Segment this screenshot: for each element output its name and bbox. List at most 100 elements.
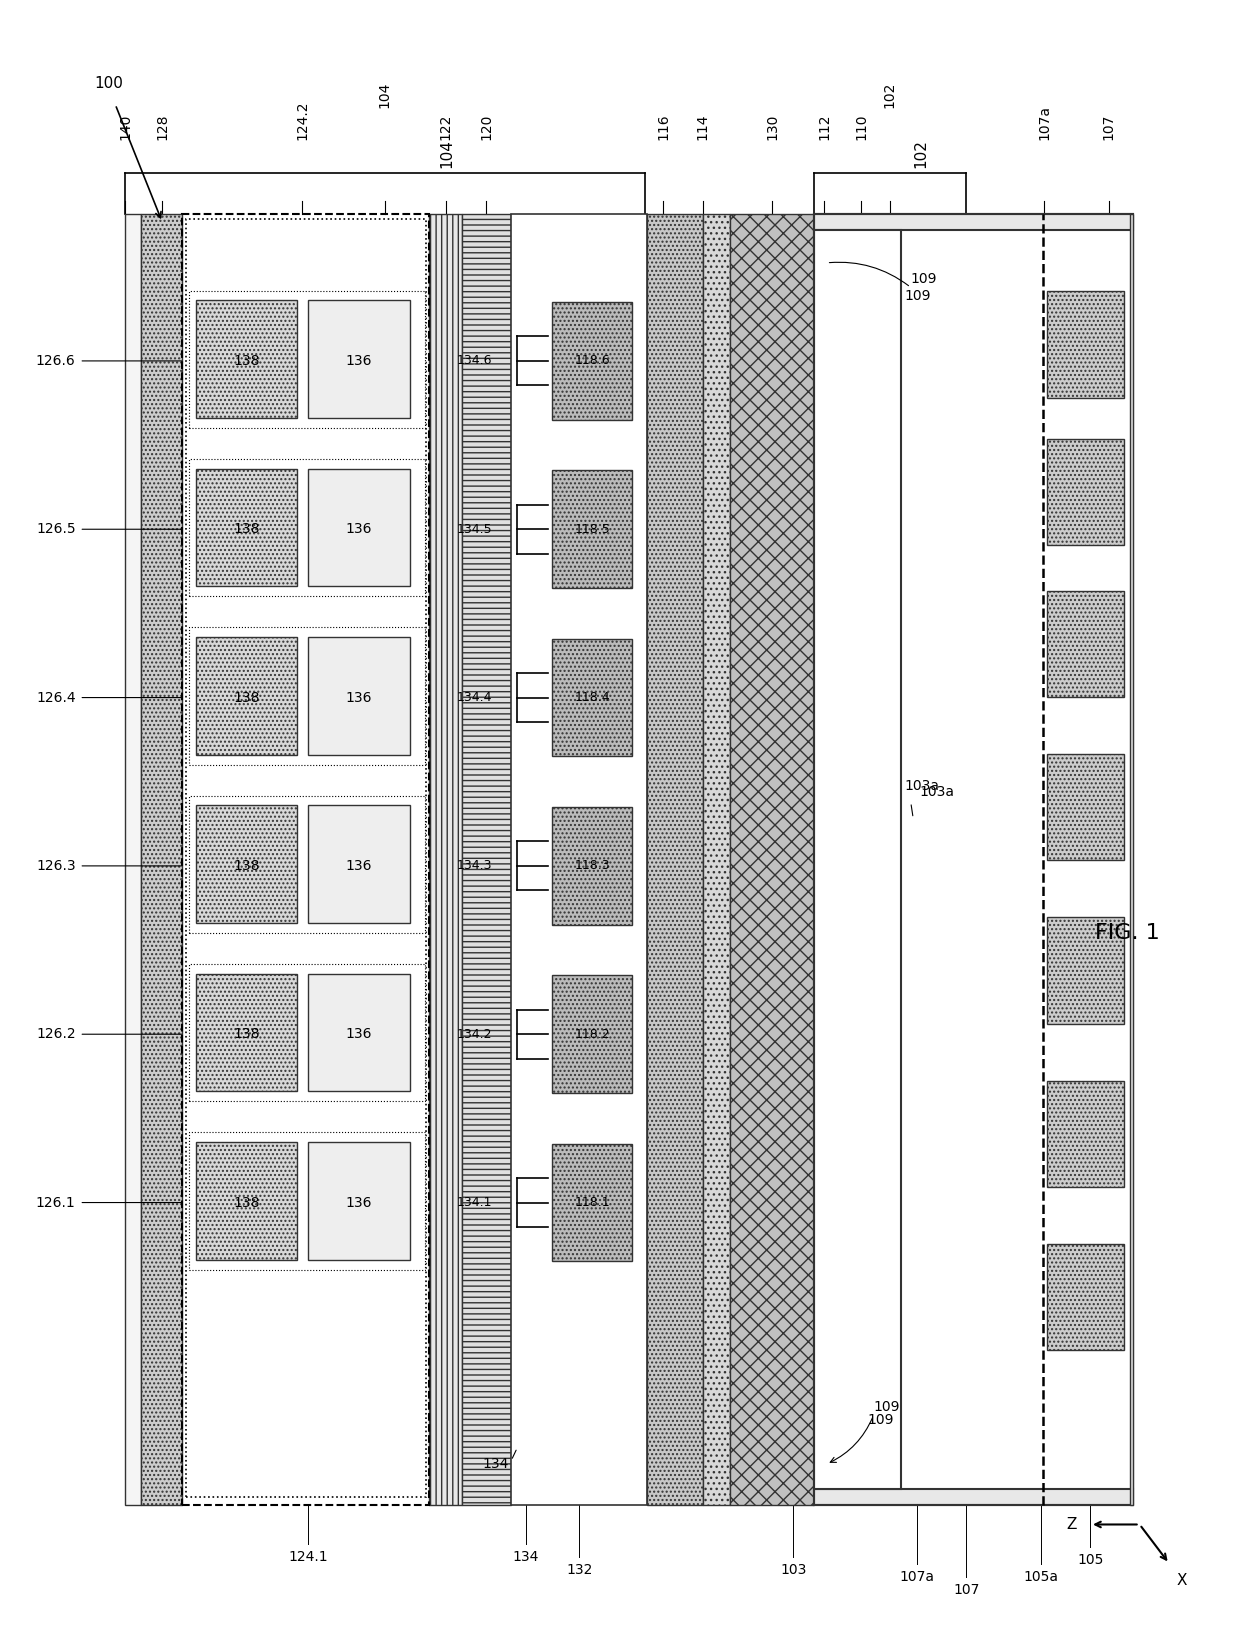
Bar bbox=[196, 1143, 298, 1260]
Bar bbox=[309, 974, 409, 1092]
Text: 132: 132 bbox=[565, 1563, 593, 1576]
Bar bbox=[125, 214, 141, 1504]
Text: 118.1: 118.1 bbox=[574, 1197, 610, 1210]
Text: 100: 100 bbox=[94, 75, 123, 90]
Text: 126.4: 126.4 bbox=[36, 691, 76, 704]
Bar bbox=[429, 214, 461, 1504]
Text: 107a: 107a bbox=[1038, 105, 1052, 141]
Text: 138: 138 bbox=[233, 522, 259, 537]
Text: 122: 122 bbox=[439, 115, 453, 141]
Bar bbox=[1047, 591, 1123, 697]
Bar bbox=[552, 303, 632, 419]
Bar bbox=[190, 964, 424, 1102]
Text: 138: 138 bbox=[233, 691, 259, 704]
Text: 134: 134 bbox=[513, 1550, 539, 1565]
Text: X: X bbox=[1177, 1573, 1187, 1588]
Text: 140: 140 bbox=[118, 115, 133, 141]
Text: 107a: 107a bbox=[899, 1570, 935, 1583]
Text: 109: 109 bbox=[874, 1400, 900, 1414]
Text: 136: 136 bbox=[346, 354, 372, 368]
Bar bbox=[511, 214, 647, 1504]
Text: 134.5: 134.5 bbox=[458, 522, 492, 535]
Text: 136: 136 bbox=[346, 522, 372, 537]
Text: 128: 128 bbox=[155, 115, 169, 141]
Text: 118.2: 118.2 bbox=[574, 1028, 610, 1041]
Text: 107: 107 bbox=[1101, 115, 1116, 141]
Text: 107: 107 bbox=[954, 1583, 980, 1596]
Bar bbox=[309, 637, 409, 755]
Bar bbox=[1047, 1244, 1123, 1351]
Text: 104: 104 bbox=[378, 82, 392, 108]
Text: 134.3: 134.3 bbox=[458, 859, 492, 873]
Text: 126.1: 126.1 bbox=[36, 1195, 76, 1210]
Bar bbox=[190, 627, 424, 764]
Text: 118.5: 118.5 bbox=[574, 522, 610, 535]
Text: Z: Z bbox=[1066, 1517, 1076, 1532]
Bar bbox=[461, 214, 511, 1504]
Bar bbox=[309, 468, 409, 586]
Bar bbox=[1130, 214, 1133, 1504]
Bar bbox=[1047, 291, 1123, 398]
Bar bbox=[815, 214, 1133, 1504]
Text: 104: 104 bbox=[439, 139, 454, 169]
Text: 109: 109 bbox=[868, 1413, 894, 1427]
Bar bbox=[190, 458, 424, 596]
Text: 112: 112 bbox=[817, 115, 831, 141]
Bar bbox=[186, 219, 425, 1496]
Text: 118.6: 118.6 bbox=[574, 355, 610, 367]
Text: 110: 110 bbox=[854, 115, 868, 141]
Text: 134.2: 134.2 bbox=[458, 1028, 492, 1041]
Text: 105: 105 bbox=[1078, 1554, 1104, 1568]
Text: 126.5: 126.5 bbox=[36, 522, 76, 537]
Text: 126.2: 126.2 bbox=[36, 1026, 76, 1041]
Bar bbox=[703, 214, 730, 1504]
Bar bbox=[190, 291, 424, 427]
Bar bbox=[1047, 755, 1123, 859]
Bar bbox=[309, 805, 409, 923]
Bar bbox=[190, 796, 424, 933]
Text: 114: 114 bbox=[696, 115, 709, 141]
Text: 124.2: 124.2 bbox=[295, 101, 309, 141]
Text: 136: 136 bbox=[346, 1195, 372, 1210]
Bar bbox=[730, 214, 815, 1504]
Text: 109: 109 bbox=[910, 272, 937, 286]
Bar bbox=[552, 976, 632, 1094]
Text: 118.3: 118.3 bbox=[574, 859, 610, 873]
Bar bbox=[309, 1143, 409, 1260]
Text: 130: 130 bbox=[765, 115, 779, 141]
Bar bbox=[552, 1144, 632, 1262]
Text: 138: 138 bbox=[233, 859, 259, 873]
Text: 138: 138 bbox=[233, 354, 259, 368]
Text: 138: 138 bbox=[233, 1026, 259, 1041]
Bar bbox=[196, 974, 298, 1092]
Text: 126.3: 126.3 bbox=[36, 859, 76, 873]
Bar bbox=[1047, 917, 1123, 1023]
Text: 118.4: 118.4 bbox=[574, 691, 610, 704]
Text: 136: 136 bbox=[346, 691, 372, 704]
Text: 134.6: 134.6 bbox=[458, 355, 492, 367]
Bar bbox=[196, 301, 298, 417]
Bar bbox=[196, 805, 298, 923]
Text: 103a: 103a bbox=[919, 786, 955, 799]
Bar bbox=[815, 231, 900, 1488]
Text: 116: 116 bbox=[656, 113, 671, 141]
Text: 109: 109 bbox=[904, 288, 931, 303]
Text: 102: 102 bbox=[914, 139, 929, 169]
Bar bbox=[309, 301, 409, 417]
Bar bbox=[647, 214, 703, 1504]
Bar bbox=[1047, 439, 1123, 545]
Text: 126.6: 126.6 bbox=[36, 354, 76, 368]
Bar bbox=[552, 470, 632, 588]
Text: 136: 136 bbox=[346, 859, 372, 873]
Bar bbox=[196, 468, 298, 586]
Text: 136: 136 bbox=[346, 1026, 372, 1041]
Text: 134.4: 134.4 bbox=[458, 691, 492, 704]
Text: 102: 102 bbox=[883, 82, 897, 108]
Text: 134.1: 134.1 bbox=[458, 1197, 492, 1210]
Text: 120: 120 bbox=[480, 115, 494, 141]
Text: FIG. 1: FIG. 1 bbox=[1095, 923, 1159, 943]
Text: 138: 138 bbox=[233, 1195, 259, 1210]
Bar bbox=[815, 1488, 1133, 1504]
Text: 124.1: 124.1 bbox=[289, 1550, 329, 1565]
Bar bbox=[196, 637, 298, 755]
